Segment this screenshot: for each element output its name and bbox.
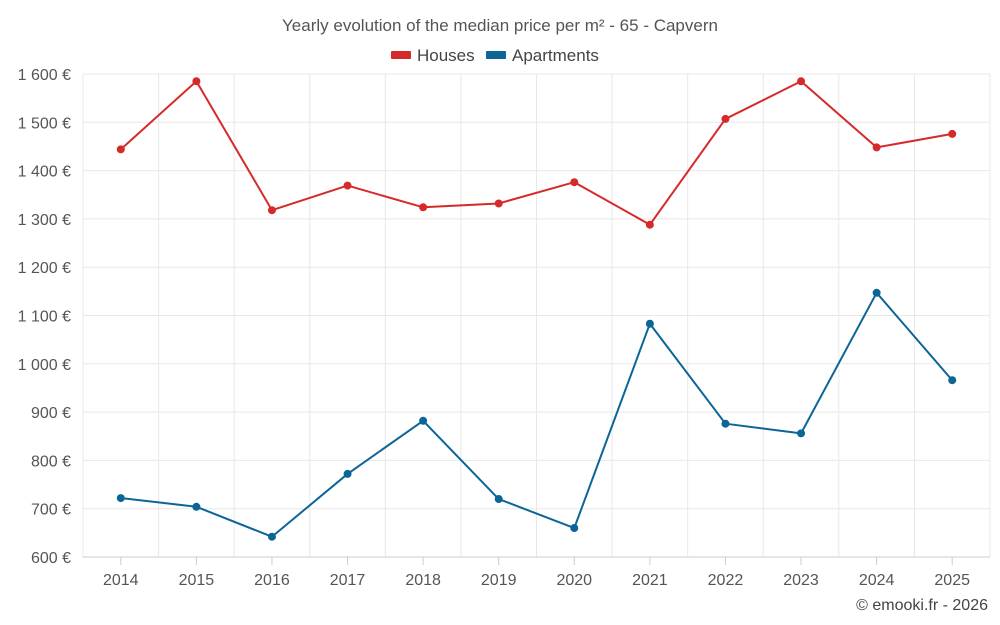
data-point-apartments[interactable] [948,376,957,385]
data-point-houses[interactable] [494,199,503,208]
data-point-houses[interactable] [343,181,352,190]
series-houses [116,77,957,229]
data-point-apartments[interactable] [721,419,730,428]
y-tick-label: 1 600 € [18,67,71,84]
legend-swatch-houses [391,51,411,59]
y-tick-label: 900 € [31,405,71,422]
chart-title: Yearly evolution of the median price per… [282,16,718,35]
data-point-houses[interactable] [116,145,125,154]
y-tick-label: 800 € [31,453,71,470]
x-tick-label: 2018 [405,572,441,589]
data-point-houses[interactable] [192,77,201,86]
series-line-houses [120,80,953,226]
credit-text: © emooki.fr - 2026 [856,597,988,614]
x-tick-label: 2022 [708,572,744,589]
y-tick-label: 1 200 € [18,260,71,277]
x-tick-label: 2023 [783,572,819,589]
y-tick-label: 1 400 € [18,164,71,181]
y-tick-label: 1 300 € [18,212,71,229]
data-point-apartments[interactable] [419,416,428,425]
data-point-houses[interactable] [872,143,881,152]
data-point-houses[interactable] [419,203,428,212]
data-point-apartments[interactable] [343,469,352,478]
x-axis-ticks: 2014 2015 2016 2017 2018 2019 2020 2021 2022 2023… [103,557,970,589]
data-point-apartments[interactable] [797,429,806,438]
series-apartments [116,288,957,541]
y-tick-label: 1 500 € [18,115,71,132]
grid [82,73,991,558]
x-tick-label: 2015 [179,572,215,589]
legend-item-apartments[interactable]: Apartments [486,46,599,65]
legend-swatch-apartments [486,51,506,59]
data-point-apartments[interactable] [116,494,125,503]
x-tick-label: 2020 [556,572,592,589]
legend: Houses Apartments [391,46,599,65]
series-line-apartments [120,291,953,538]
x-tick-label: 2019 [481,572,517,589]
y-tick-label: 1 100 € [18,309,71,326]
data-point-houses[interactable] [721,114,730,123]
y-tick-label: 600 € [31,550,71,567]
x-tick-label: 2025 [934,572,970,589]
data-point-apartments[interactable] [570,524,579,533]
data-point-houses[interactable] [645,220,654,229]
legend-label-houses: Houses [417,46,475,65]
legend-label-apartments: Apartments [512,46,599,65]
y-tick-label: 1 000 € [18,357,71,374]
y-tick-label: 700 € [31,502,71,519]
data-point-houses[interactable] [797,77,806,86]
x-tick-label: 2016 [254,572,290,589]
data-point-houses[interactable] [267,206,276,215]
data-point-apartments[interactable] [872,288,881,297]
x-tick-label: 2014 [103,572,139,589]
x-tick-label: 2021 [632,572,668,589]
data-point-apartments[interactable] [494,495,503,504]
x-tick-label: 2017 [330,572,366,589]
data-point-apartments[interactable] [645,319,654,328]
y-axis-ticks: 600 € 700 € 800 € 900 € 1 000 € 1 100 € 1 200 … [18,67,71,567]
series [116,77,957,541]
legend-item-houses[interactable]: Houses [391,46,475,65]
data-point-houses[interactable] [948,129,957,138]
data-point-apartments[interactable] [267,532,276,541]
data-point-apartments[interactable] [192,502,201,511]
x-tick-label: 2024 [859,572,895,589]
data-point-houses[interactable] [570,178,579,187]
